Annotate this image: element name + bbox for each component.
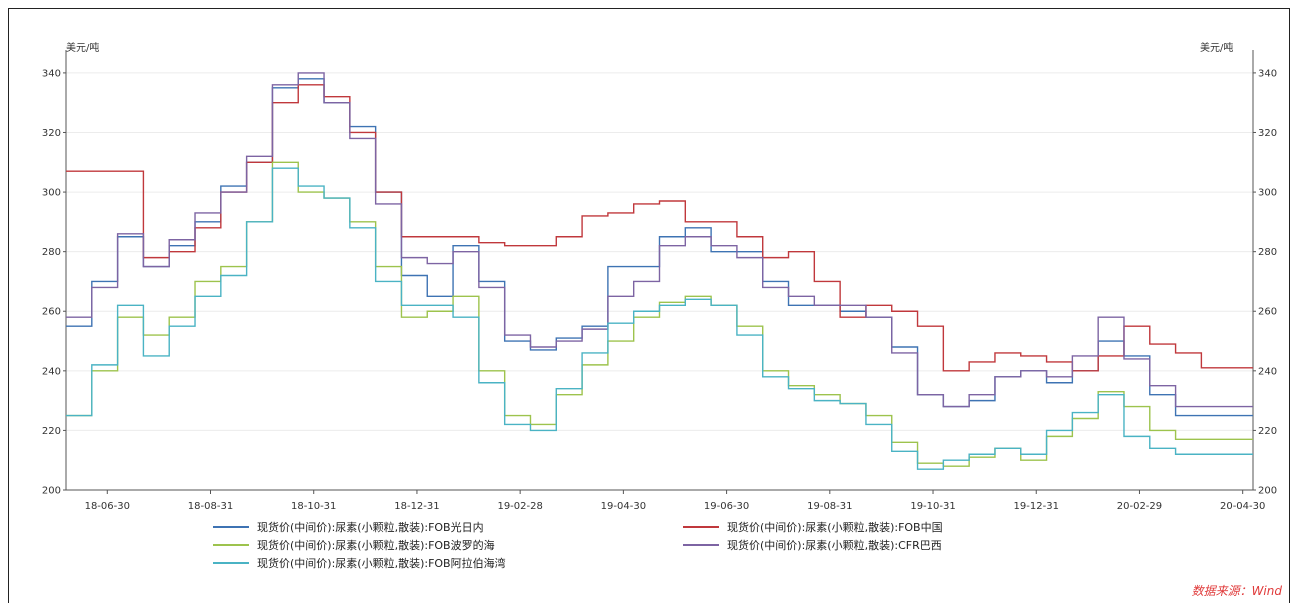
y-tick-label-right: 340 (1258, 68, 1277, 79)
x-tick-label: 19-06-30 (704, 501, 749, 512)
series-line (66, 72, 1253, 408)
y-tick-label-right: 200 (1258, 486, 1277, 497)
y-tick-label-left: 280 (42, 247, 61, 258)
series-lines (66, 72, 1253, 470)
y-tick-label-left: 240 (42, 366, 61, 377)
y-tick-label-right: 240 (1258, 366, 1277, 377)
right-unit-label: 美元/吨 (1200, 41, 1233, 54)
x-tick-label: 19-02-28 (497, 501, 542, 512)
chart-frame (8, 8, 1290, 603)
y-tick-label-right: 260 (1258, 307, 1277, 318)
y-tick-label-left: 260 (42, 307, 61, 318)
left-unit-label: 美元/吨 (66, 41, 99, 54)
x-tick-label: 19-08-31 (807, 501, 852, 512)
source-note: 数据来源：Wind (1191, 584, 1282, 598)
legend-label: 现货价(中间价):尿素(小颗粒,散装):FOB光日内 (257, 521, 484, 534)
y-tick-label-left: 320 (42, 128, 61, 139)
x-tick-label: 19-04-30 (601, 501, 646, 512)
x-tick-label: 19-12-31 (1014, 501, 1059, 512)
y-tick-label-right: 320 (1258, 128, 1277, 139)
legend-swatch (683, 544, 719, 546)
y-tick-label-left: 300 (42, 188, 61, 199)
legend-swatch (213, 562, 249, 564)
legend-swatch (213, 526, 249, 528)
axes: 200 200 220 220 240 240 260 260 280 280 300 300 320 3… (42, 50, 1277, 512)
legend-label: 现货价(中间价):尿素(小颗粒,散装):CFR巴西 (727, 539, 942, 552)
legend-item: 现货价(中间价):尿素(小颗粒,散装):FOB阿拉伯海湾 (213, 555, 506, 571)
legend-swatch (683, 526, 719, 528)
x-tick-label: 19-10-31 (910, 501, 955, 512)
series-line (66, 84, 1253, 372)
y-tick-label-right: 280 (1258, 247, 1277, 258)
legend-label: 现货价(中间价):尿素(小颗粒,散装):FOB中国 (727, 521, 943, 534)
series-line (66, 161, 1253, 467)
legend-label: 现货价(中间价):尿素(小颗粒,散装):FOB波罗的海 (257, 539, 495, 552)
x-tick-label: 20-02-29 (1117, 501, 1162, 512)
legend-item: 现货价(中间价):尿素(小颗粒,散装):FOB光日内 (213, 519, 484, 535)
y-tick-label-left: 340 (42, 68, 61, 79)
y-tick-label-left: 200 (42, 486, 61, 497)
x-tick-label: 18-12-31 (394, 501, 439, 512)
y-tick-label-right: 300 (1258, 188, 1277, 199)
x-tick-label: 18-08-31 (188, 501, 233, 512)
x-tick-label: 18-10-31 (291, 501, 336, 512)
x-tick-label: 18-06-30 (85, 501, 130, 512)
legend-item: 现货价(中间价):尿素(小颗粒,散装):FOB波罗的海 (213, 537, 495, 553)
legend-label: 现货价(中间价):尿素(小颗粒,散装):FOB阿拉伯海湾 (257, 557, 506, 570)
y-tick-label-left: 220 (42, 426, 61, 437)
legend-swatch (213, 544, 249, 546)
y-tick-label-right: 220 (1258, 426, 1277, 437)
x-tick-label: 20-04-30 (1220, 501, 1265, 512)
legend-item: 现货价(中间价):尿素(小颗粒,散装):CFR巴西 (683, 537, 942, 553)
series-line (66, 167, 1253, 470)
legend-item: 现货价(中间价):尿素(小颗粒,散装):FOB中国 (683, 519, 943, 535)
